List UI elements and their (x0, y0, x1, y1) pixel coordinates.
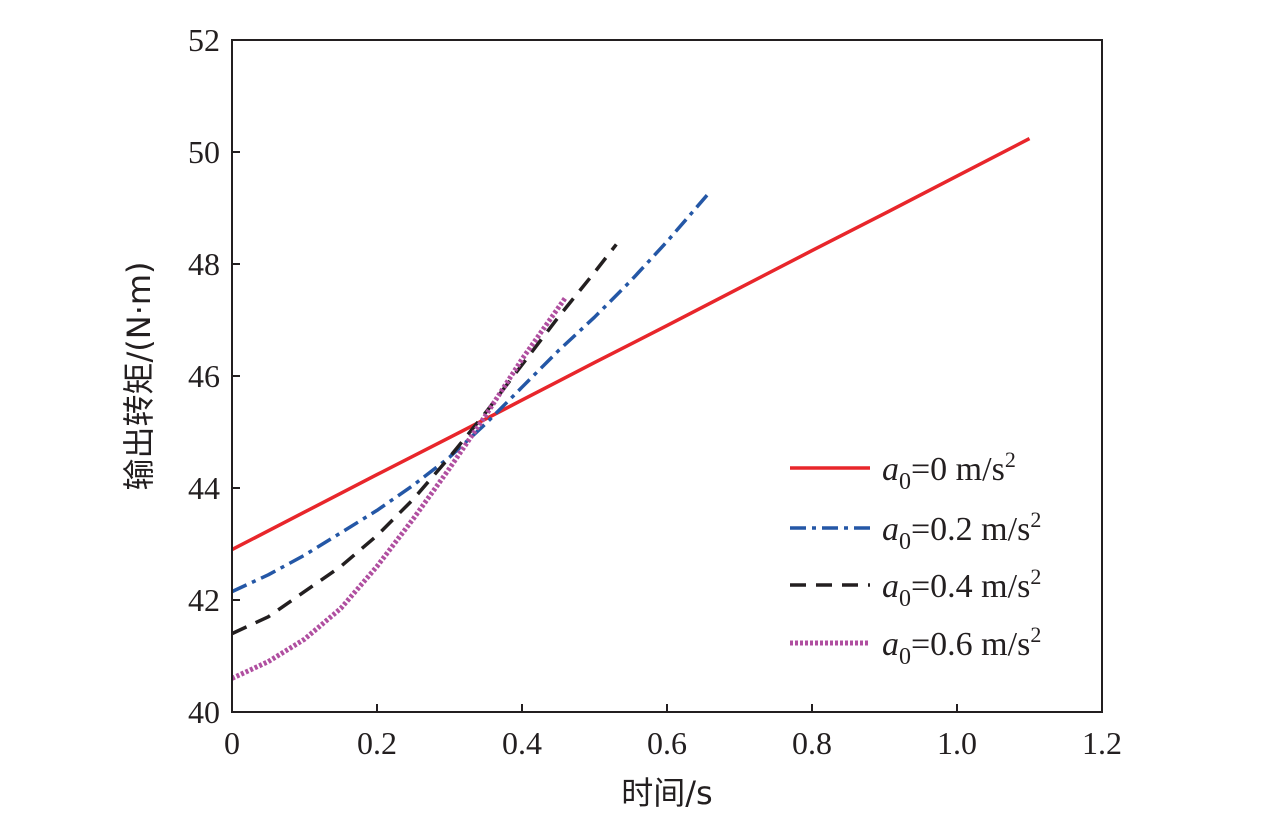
y-tick-label: 52 (188, 22, 220, 58)
y-tick-label: 46 (188, 358, 220, 394)
legend-label-1: a0=0 m/s2 (882, 447, 1016, 495)
y-tick-label: 44 (188, 470, 220, 506)
plot-frame (231, 39, 1103, 713)
x-tick-label: 1.0 (937, 725, 977, 761)
series-line-4 (230, 296, 568, 681)
series-line-1 (231, 137, 1031, 552)
legend-label-4: a0=0.6 m/s2 (882, 622, 1041, 670)
legend: a0=0 m/s2 a0=0.2 m/s2 a0=0.4 m/s2 a0=0.6 m/… (790, 447, 1041, 670)
y-tick-label: 42 (188, 582, 220, 618)
legend-label-3: a0=0.4 m/s2 (882, 564, 1041, 612)
y-tick-label: 40 (188, 694, 220, 730)
series-layer (230, 137, 1031, 681)
x-tick-label: 0.4 (502, 725, 542, 761)
legend-label-2: a0=0.2 m/s2 (882, 507, 1041, 555)
series-line-3 (231, 243, 618, 636)
x-tick-label: 0.2 (357, 725, 397, 761)
y-axis: 40 42 44 46 48 50 52 (188, 22, 240, 730)
x-tick-label: 0.8 (792, 725, 832, 761)
x-tick-label: 0.6 (647, 725, 687, 761)
y-axis-title: 输出转矩/(N·m) (120, 261, 158, 490)
x-axis-title: 时间/s (621, 774, 712, 812)
x-axis: 0 0.2 0.4 0.6 0.8 1.0 1.2 (224, 704, 1122, 761)
y-tick-label: 48 (188, 246, 220, 282)
x-tick-label: 0 (224, 725, 240, 761)
x-tick-label: 1.2 (1082, 725, 1122, 761)
y-tick-label: 50 (188, 134, 220, 170)
series-line-2 (231, 190, 712, 594)
